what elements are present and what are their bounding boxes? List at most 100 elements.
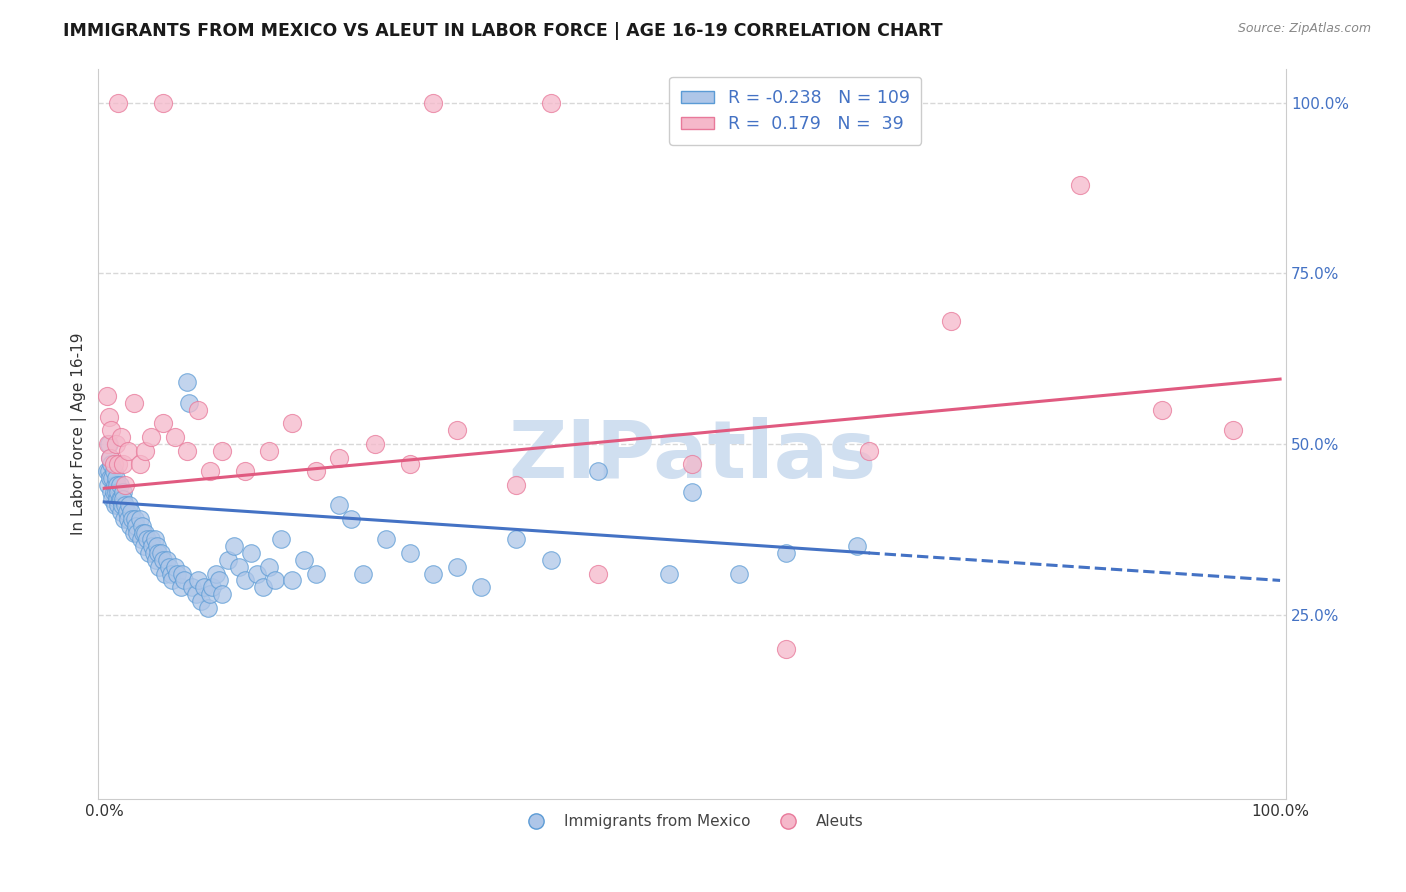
Text: IMMIGRANTS FROM MEXICO VS ALEUT IN LABOR FORCE | AGE 16-19 CORRELATION CHART: IMMIGRANTS FROM MEXICO VS ALEUT IN LABOR… xyxy=(63,22,943,40)
Point xyxy=(108,491,131,506)
Point xyxy=(103,484,125,499)
Point xyxy=(176,443,198,458)
Point xyxy=(146,539,169,553)
Point xyxy=(142,546,165,560)
Text: ZIPatlas: ZIPatlas xyxy=(508,417,876,494)
Point xyxy=(128,458,150,472)
Point xyxy=(305,566,328,581)
Point xyxy=(110,430,132,444)
Point xyxy=(422,566,444,581)
Point xyxy=(399,458,422,472)
Point xyxy=(270,533,292,547)
Point xyxy=(125,518,148,533)
Y-axis label: In Labor Force | Age 16-19: In Labor Force | Age 16-19 xyxy=(72,333,87,535)
Point xyxy=(134,539,156,553)
Point xyxy=(422,95,444,110)
Point xyxy=(143,533,166,547)
Point xyxy=(103,458,125,472)
Point xyxy=(105,491,128,506)
Point xyxy=(97,437,120,451)
Point xyxy=(228,559,250,574)
Point xyxy=(127,525,149,540)
Point xyxy=(120,505,142,519)
Point xyxy=(110,491,132,506)
Point xyxy=(233,464,256,478)
Point xyxy=(363,437,385,451)
Point xyxy=(128,512,150,526)
Point xyxy=(1069,178,1091,192)
Point xyxy=(97,437,120,451)
Point xyxy=(105,478,128,492)
Point xyxy=(1222,423,1244,437)
Point xyxy=(1152,402,1174,417)
Point xyxy=(117,512,139,526)
Point xyxy=(169,580,191,594)
Point xyxy=(187,574,209,588)
Point xyxy=(100,423,122,437)
Point xyxy=(100,458,122,472)
Point xyxy=(222,539,245,553)
Point xyxy=(129,533,152,547)
Point xyxy=(205,566,228,581)
Point xyxy=(252,580,274,594)
Point xyxy=(145,553,167,567)
Point xyxy=(728,566,751,581)
Point xyxy=(100,484,122,499)
Point xyxy=(340,512,363,526)
Point xyxy=(305,464,328,478)
Point xyxy=(107,484,129,499)
Point xyxy=(97,409,120,424)
Point xyxy=(281,574,304,588)
Point xyxy=(198,587,221,601)
Point xyxy=(141,430,163,444)
Point xyxy=(104,478,127,492)
Point xyxy=(155,566,177,581)
Point xyxy=(240,546,263,560)
Point xyxy=(135,533,157,547)
Point xyxy=(104,471,127,485)
Point xyxy=(505,478,527,492)
Point xyxy=(114,478,136,492)
Point xyxy=(120,518,142,533)
Point xyxy=(681,484,703,499)
Point xyxy=(160,566,183,581)
Point xyxy=(233,574,256,588)
Point xyxy=(124,512,146,526)
Point xyxy=(201,580,224,594)
Point xyxy=(163,559,186,574)
Point xyxy=(834,95,856,110)
Point xyxy=(98,471,121,485)
Point xyxy=(775,546,797,560)
Point xyxy=(138,546,160,560)
Point xyxy=(155,553,177,567)
Point xyxy=(257,559,280,574)
Point xyxy=(446,423,468,437)
Point xyxy=(187,402,209,417)
Point xyxy=(162,574,184,588)
Point xyxy=(505,533,527,547)
Point xyxy=(166,566,188,581)
Point xyxy=(111,499,134,513)
Point xyxy=(681,458,703,472)
Point xyxy=(211,587,233,601)
Point xyxy=(190,594,212,608)
Point xyxy=(858,443,880,458)
Point xyxy=(246,566,269,581)
Text: Source: ZipAtlas.com: Source: ZipAtlas.com xyxy=(1237,22,1371,36)
Point xyxy=(141,533,163,547)
Point xyxy=(117,443,139,458)
Point xyxy=(152,417,174,431)
Point xyxy=(193,580,215,594)
Point xyxy=(399,546,422,560)
Point xyxy=(292,553,315,567)
Point xyxy=(352,566,374,581)
Point xyxy=(152,553,174,567)
Point xyxy=(177,396,200,410)
Point xyxy=(211,443,233,458)
Point xyxy=(134,525,156,540)
Point xyxy=(112,484,135,499)
Point xyxy=(170,566,193,581)
Point xyxy=(112,512,135,526)
Point xyxy=(208,574,231,588)
Point xyxy=(134,443,156,458)
